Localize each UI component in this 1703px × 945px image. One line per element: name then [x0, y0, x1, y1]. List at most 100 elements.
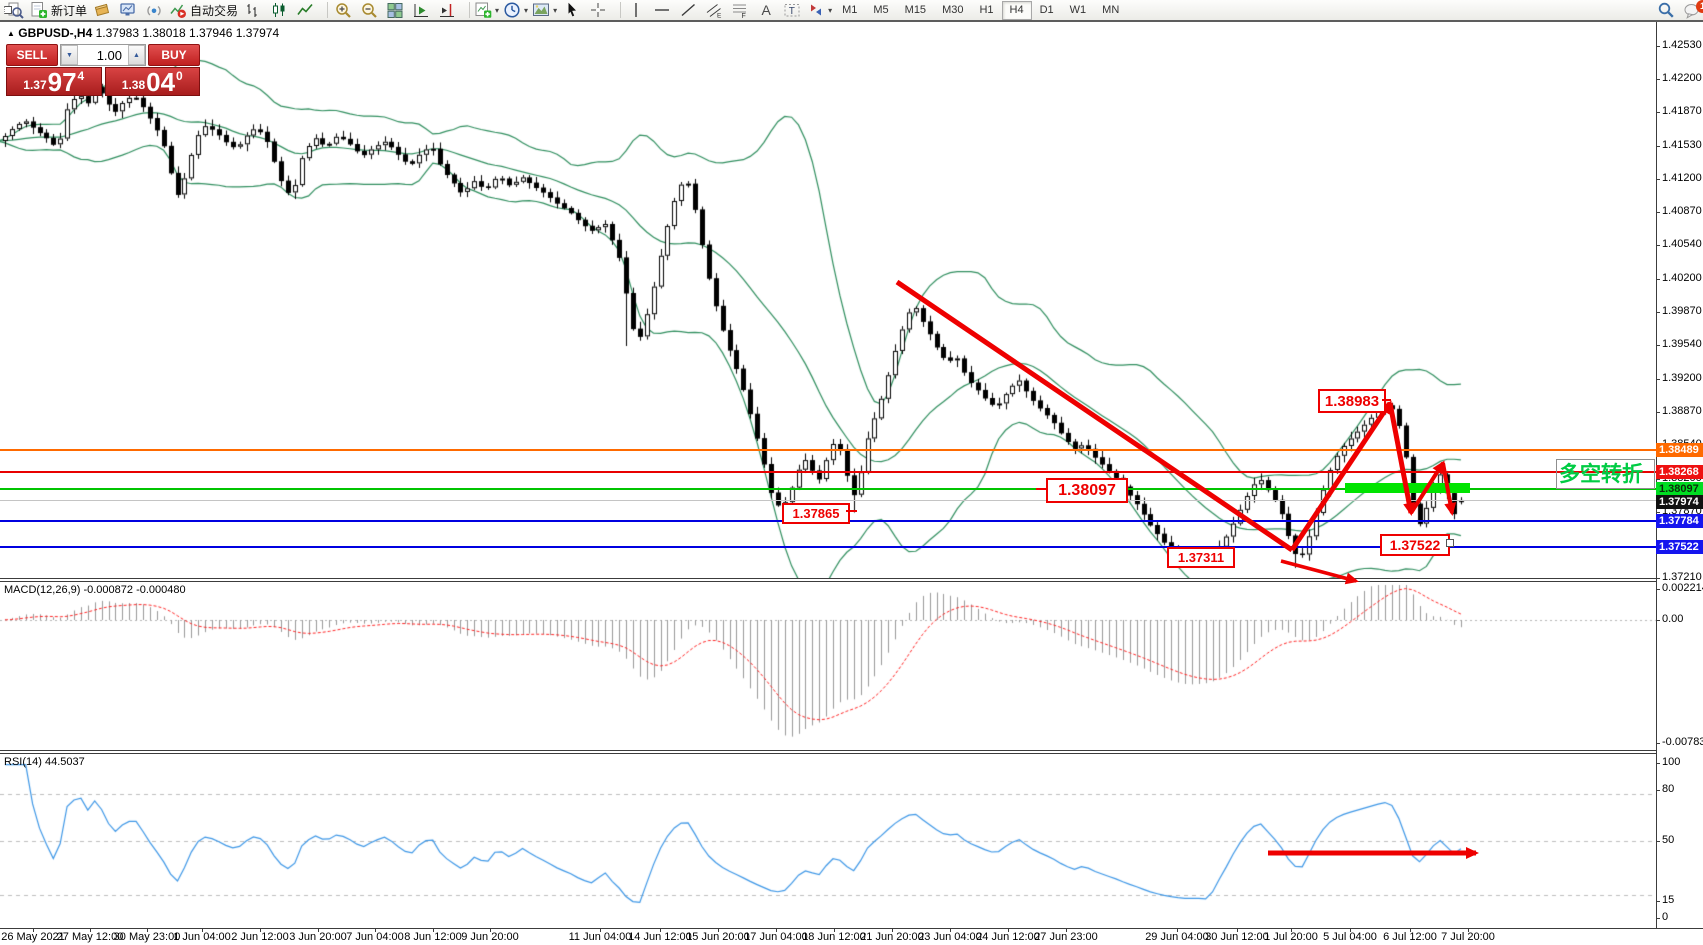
- date-label: 30 Jun 12:00: [1205, 931, 1269, 943]
- swing-high-label[interactable]: 1.38983: [1318, 389, 1386, 413]
- toolbar-separator: [613, 2, 622, 18]
- fibonacci-button[interactable]: F: [727, 1, 753, 20]
- timeframe-button-H1[interactable]: H1: [979, 4, 994, 16]
- textA-icon: A: [757, 1, 775, 19]
- resistance-line-red[interactable]: [0, 471, 1656, 474]
- tile-windows-button[interactable]: [382, 1, 408, 20]
- trendline-icon: [679, 1, 697, 19]
- indicator-tick: [1656, 589, 1660, 590]
- indicator-tick-label: 50: [1662, 834, 1675, 846]
- signals-button[interactable]: [141, 1, 167, 20]
- text-label-button[interactable]: T: [779, 1, 805, 20]
- pane-separator[interactable]: [0, 578, 1703, 582]
- support2-price-label[interactable]: 1.37522: [1380, 534, 1450, 556]
- date-label: 14 Jun 12:00: [628, 931, 692, 943]
- price-tick-label: 1.39870: [1662, 305, 1702, 317]
- candlestick-chart-button[interactable]: [266, 1, 292, 20]
- price-badge-1.38268: 1.38268: [1656, 465, 1703, 480]
- buy-price-prefix: 1.38: [121, 78, 146, 92]
- sell-price-panel[interactable]: 1.37 97 4: [6, 67, 102, 96]
- volume-decrease-button[interactable]: ▼: [61, 45, 78, 65]
- market-watch-button[interactable]: [115, 1, 141, 20]
- chinese-note-label[interactable]: 多空转折点: [1556, 459, 1655, 489]
- history-center-button[interactable]: [89, 1, 115, 20]
- search-button[interactable]: [1653, 1, 1679, 20]
- price-tick-label: 1.41200: [1662, 172, 1702, 184]
- auto-scroll-button[interactable]: [408, 1, 434, 20]
- new-order-button[interactable]: 新订单: [28, 1, 89, 20]
- price-tick: [1656, 312, 1660, 313]
- cursor-button[interactable]: [559, 1, 585, 20]
- arrows-button[interactable]: ▾: [805, 1, 834, 20]
- shapes-icon: [807, 1, 825, 19]
- timeframe-button-M30[interactable]: M30: [942, 4, 964, 16]
- toolbar-separator: [4, 6, 12, 14]
- date-label: 26 May 2021: [1, 931, 65, 943]
- chart-symbol-period: GBPUSD-,H4: [18, 26, 93, 40]
- zoomout-icon: [360, 1, 378, 19]
- new-chart-button[interactable]: ▾: [472, 1, 501, 20]
- crosshair-button[interactable]: [585, 1, 611, 20]
- notification-count-badge: 1: [1696, 0, 1703, 13]
- pivot-line-green[interactable]: [0, 488, 1656, 491]
- date-label: 21 Jun 20:00: [860, 931, 924, 943]
- one-click-trading-panel: SELL ▼ 1.00 ▲ BUY 1.37 97 4 1.38 04 0: [6, 44, 200, 96]
- line-chart-button[interactable]: [292, 1, 318, 20]
- indicator-tick-label: 0.00: [1662, 613, 1684, 625]
- timeframe-button-MN[interactable]: MN: [1102, 4, 1120, 16]
- date-tick: [202, 928, 203, 932]
- support-price-label[interactable]: 1.37865: [782, 503, 850, 524]
- trendline-button[interactable]: [675, 1, 701, 20]
- macd-indicator-pane[interactable]: [0, 582, 1656, 750]
- timeframe-button-D1[interactable]: D1: [1039, 4, 1054, 16]
- vertical-line-button[interactable]: [623, 1, 649, 20]
- collapse-arrow-icon[interactable]: ▲: [7, 29, 15, 38]
- date-label: 5 Jul 04:00: [1323, 931, 1377, 943]
- date-tick: [260, 928, 261, 932]
- timeframe-button-M1[interactable]: M1: [842, 4, 858, 16]
- price-tick: [1656, 279, 1660, 280]
- bid-line-silver[interactable]: [0, 500, 1656, 501]
- text-button[interactable]: A: [753, 1, 779, 20]
- object-selection-handle[interactable]: [1446, 539, 1454, 547]
- periods-button[interactable]: ▾: [501, 1, 530, 20]
- swing-low-label[interactable]: 1.37311: [1167, 547, 1235, 568]
- horizontal-line-button[interactable]: [649, 1, 675, 20]
- pivot-price-label[interactable]: 1.38097: [1046, 478, 1128, 503]
- svg-text:E: E: [717, 13, 722, 20]
- date-label: 6 Jul 12:00: [1383, 931, 1437, 943]
- bar-chart-button[interactable]: [240, 1, 266, 20]
- price-chart-area[interactable]: [0, 22, 1656, 578]
- timeframe-button-M5[interactable]: M5: [873, 4, 889, 16]
- volume-input[interactable]: 1.00: [96, 47, 122, 63]
- zoom-in-button[interactable]: [330, 1, 356, 20]
- timeframe-button-W1[interactable]: W1: [1069, 4, 1087, 16]
- chevron-down-icon: ▾: [828, 5, 833, 15]
- timeframe-button-H4[interactable]: H4: [1001, 0, 1032, 20]
- templates-button[interactable]: ▾: [530, 1, 559, 20]
- volume-increase-button[interactable]: ▲: [128, 45, 145, 65]
- buy-price-panel[interactable]: 1.38 04 0: [104, 67, 200, 96]
- date-label: 2 Jun 12:00: [231, 931, 289, 943]
- sell-button[interactable]: SELL: [6, 44, 58, 66]
- price-tick-label: 1.40200: [1662, 272, 1702, 284]
- price-tick: [1656, 46, 1660, 47]
- auto-trading-button[interactable]: 自动交易: [167, 1, 240, 20]
- notifications-button[interactable]: 1: [1679, 0, 1703, 20]
- pane-separator[interactable]: [0, 750, 1703, 754]
- rsi-indicator-pane[interactable]: [0, 754, 1656, 928]
- support-line-blue-2[interactable]: [0, 545, 1656, 548]
- resistance-line-orange[interactable]: [0, 449, 1656, 452]
- date-tick: [834, 928, 835, 932]
- buy-button[interactable]: BUY: [148, 44, 200, 66]
- zoom-out-button[interactable]: [356, 1, 382, 20]
- chart-shift-button[interactable]: [434, 1, 460, 20]
- date-tick: [1177, 928, 1178, 932]
- equidistant-channel-button[interactable]: E: [701, 1, 727, 20]
- date-tick: [433, 928, 434, 932]
- price-badge-1.37784: 1.37784: [1656, 513, 1703, 528]
- svg-text:F: F: [742, 13, 746, 19]
- timeframe-button-M15[interactable]: M15: [904, 4, 927, 16]
- toolbar-separator: [462, 2, 471, 18]
